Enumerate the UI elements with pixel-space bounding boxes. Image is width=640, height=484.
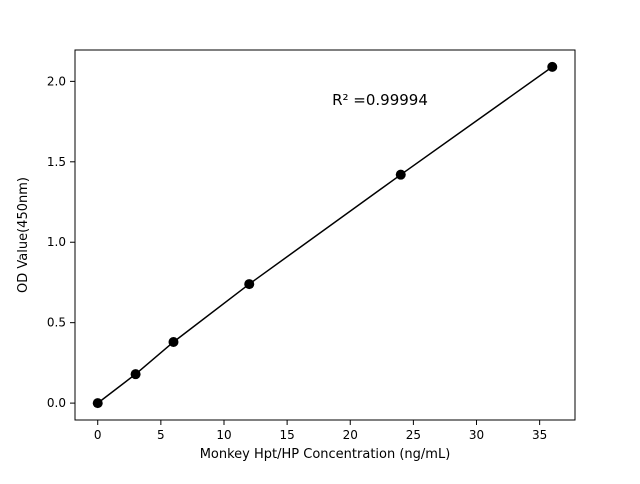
y-tick-label: 1.5 (47, 155, 66, 169)
y-tick-label: 2.0 (47, 74, 66, 88)
data-point (547, 61, 558, 72)
data-point (244, 279, 255, 290)
r-squared-annotation: R² =0.99994 (332, 91, 428, 109)
x-tick-label: 35 (532, 428, 547, 442)
fit-line (97, 66, 553, 404)
data-point (130, 369, 141, 380)
x-tick-label: 20 (343, 428, 358, 442)
y-tick-label: 1.0 (47, 235, 66, 249)
data-point (395, 169, 406, 180)
y-axis-label: OD Value(450nm) (16, 177, 31, 293)
x-tick-label: 5 (157, 428, 165, 442)
y-tick-label: 0.0 (47, 396, 66, 410)
data-point (92, 398, 103, 409)
y-tick-label: 0.5 (47, 316, 66, 330)
x-tick-label: 0 (94, 428, 102, 442)
x-tick-label: 10 (216, 428, 231, 442)
x-axis-label: Monkey Hpt/HP Concentration (ng/mL) (200, 447, 451, 462)
plot-frame (74, 49, 576, 421)
x-tick-label: 25 (406, 428, 421, 442)
x-tick-label: 30 (469, 428, 484, 442)
data-point (168, 336, 179, 347)
x-tick-label: 15 (279, 428, 294, 442)
